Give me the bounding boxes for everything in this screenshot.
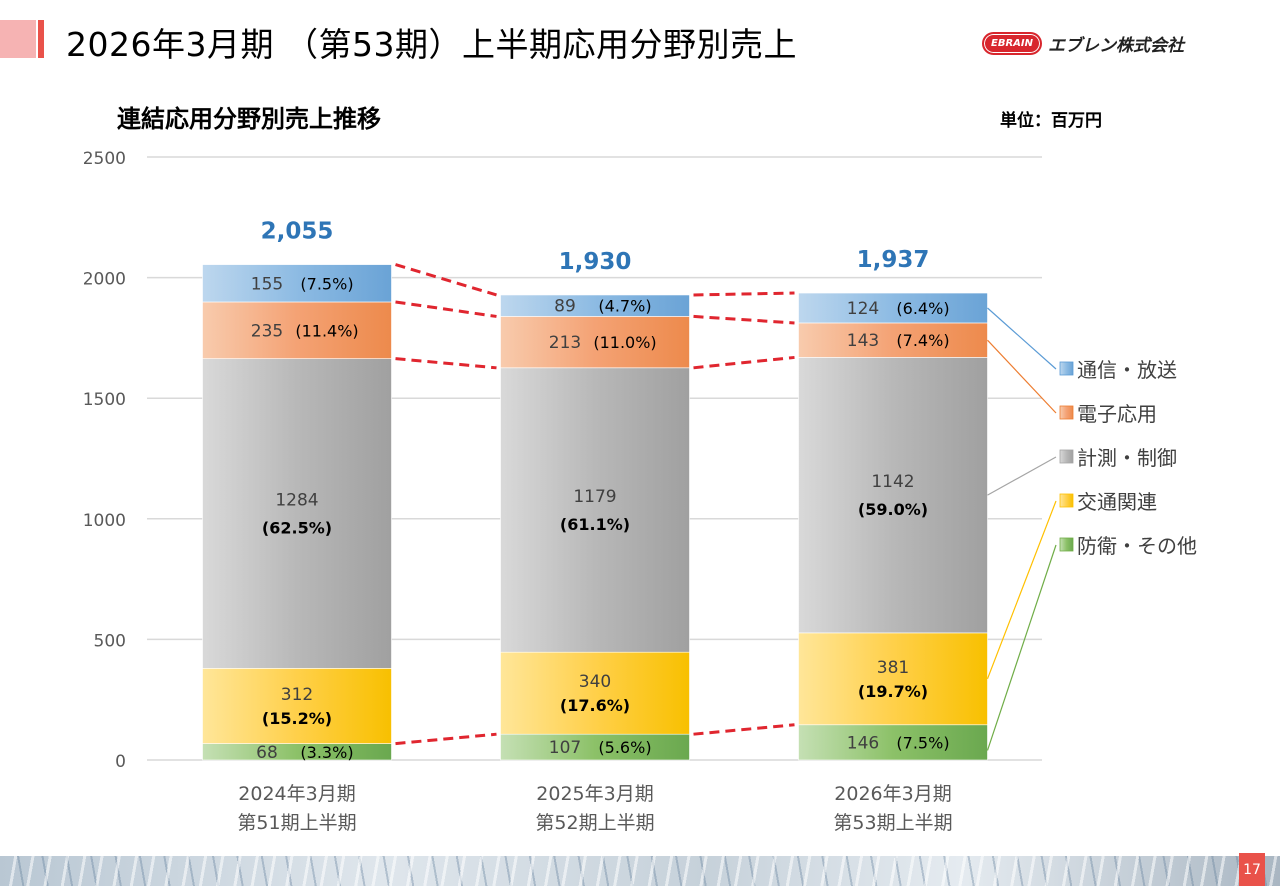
- value-label: 1142: [871, 472, 914, 492]
- percent-label: (61.1%): [560, 515, 630, 534]
- percent-label: (15.2%): [262, 709, 332, 728]
- value-label: 312: [281, 685, 313, 705]
- percent-label: (62.5%): [262, 518, 332, 537]
- percent-label: (7.5%): [896, 733, 949, 752]
- legend-swatch: [1059, 537, 1074, 552]
- legend-label: 通信・放送: [1077, 358, 1177, 382]
- bar-segment: [798, 724, 988, 761]
- y-tick-label: 2500: [83, 149, 126, 169]
- value-label: 143: [847, 331, 879, 351]
- footer-decoration: [0, 856, 1280, 886]
- x-tick-label: 2026年3月期: [834, 783, 951, 805]
- legend-swatch: [1059, 361, 1074, 376]
- percent-label: (5.6%): [598, 738, 651, 757]
- legend-leader-line: [987, 307, 1057, 370]
- x-tick-label: 第53期上半期: [833, 812, 952, 834]
- bar-segment: [798, 632, 988, 726]
- logo-company-name: エブレン株式会社: [1047, 35, 1184, 56]
- x-tick-label: 第51期上半期: [237, 812, 356, 834]
- bar-segment: [798, 357, 988, 634]
- bar-segment: [202, 743, 392, 761]
- trend-connector: [395, 357, 497, 370]
- x-tick-label: 2024年3月期: [238, 783, 355, 805]
- page-title: 2026年3月期 （第53期）上半期応用分野別売上: [66, 25, 797, 64]
- percent-label: (6.4%): [896, 299, 949, 318]
- trend-connector: [395, 263, 497, 297]
- bar-segment: [500, 651, 690, 735]
- value-label: 68: [256, 743, 278, 763]
- unit-label: 単位：百万円: [1000, 111, 1102, 131]
- trend-connector: [693, 723, 795, 736]
- total-label: 1,937: [857, 247, 930, 273]
- trend-connector: [693, 291, 795, 297]
- legend-leader-line: [987, 339, 1057, 414]
- total-label: 1,930: [559, 249, 632, 275]
- company-logo: EBRAIN エブレン株式会社: [982, 30, 1242, 56]
- legend-label: 交通関連: [1077, 490, 1157, 514]
- bar-segment: [202, 668, 392, 744]
- bar-segment: [798, 322, 988, 358]
- y-tick-label: 2000: [83, 270, 126, 290]
- legend-leader-line: [986, 500, 1057, 680]
- value-label: 107: [549, 738, 581, 758]
- value-label: 1284: [275, 490, 318, 510]
- bar-segment: [500, 316, 690, 369]
- page-number: 17: [1239, 853, 1265, 886]
- y-tick-label: 0: [115, 752, 126, 772]
- value-label: 146: [847, 733, 879, 753]
- y-tick-label: 500: [94, 631, 126, 651]
- chart-title: 連結応用分野別売上推移: [117, 105, 381, 133]
- percent-label: (19.7%): [858, 682, 928, 701]
- legend-leader-line: [986, 544, 1057, 751]
- legend-label: 防衛・その他: [1077, 534, 1197, 558]
- value-label: 340: [579, 672, 611, 692]
- bar-segment: [202, 264, 392, 303]
- total-label: 2,055: [261, 219, 334, 245]
- x-tick-label: 2025年3月期: [536, 783, 653, 805]
- percent-label: (11.0%): [593, 333, 656, 352]
- value-label: 89: [554, 297, 576, 317]
- y-tick-label: 1000: [83, 511, 126, 531]
- value-label: 1179: [573, 487, 616, 507]
- legend-swatch: [1059, 405, 1074, 420]
- logo-badge: EBRAIN: [982, 31, 1042, 55]
- bar-segment: [202, 358, 392, 669]
- value-label: 381: [877, 658, 909, 678]
- bar-segment: [202, 301, 392, 359]
- legend-label: 計測・制御: [1077, 446, 1177, 470]
- percent-label: (7.4%): [896, 331, 949, 350]
- value-label: 235: [251, 321, 283, 341]
- percent-label: (17.6%): [560, 696, 630, 715]
- value-label: 155: [251, 274, 283, 294]
- percent-label: (3.3%): [300, 743, 353, 762]
- legend-swatch: [1059, 449, 1074, 464]
- value-label: 213: [549, 333, 581, 353]
- legend-leader-line: [987, 456, 1057, 496]
- percent-label: (11.4%): [295, 321, 358, 340]
- bar-segment: [798, 292, 988, 324]
- percent-label: (7.5%): [300, 274, 353, 293]
- legend-label: 電子応用: [1077, 402, 1157, 426]
- bar-segment: [500, 367, 690, 653]
- percent-label: (59.0%): [858, 500, 928, 519]
- trend-connector: [693, 355, 795, 370]
- x-tick-label: 第52期上半期: [535, 812, 654, 834]
- bar-segment: [500, 294, 690, 317]
- trend-connector: [395, 300, 497, 318]
- trend-connector: [693, 314, 795, 325]
- percent-label: (4.7%): [598, 297, 651, 316]
- legend-swatch: [1059, 493, 1074, 508]
- title-accent-bar: [0, 20, 44, 58]
- value-label: 124: [847, 299, 879, 319]
- y-tick-label: 1500: [83, 390, 126, 410]
- trend-connector: [395, 732, 497, 746]
- bar-segment: [500, 733, 690, 761]
